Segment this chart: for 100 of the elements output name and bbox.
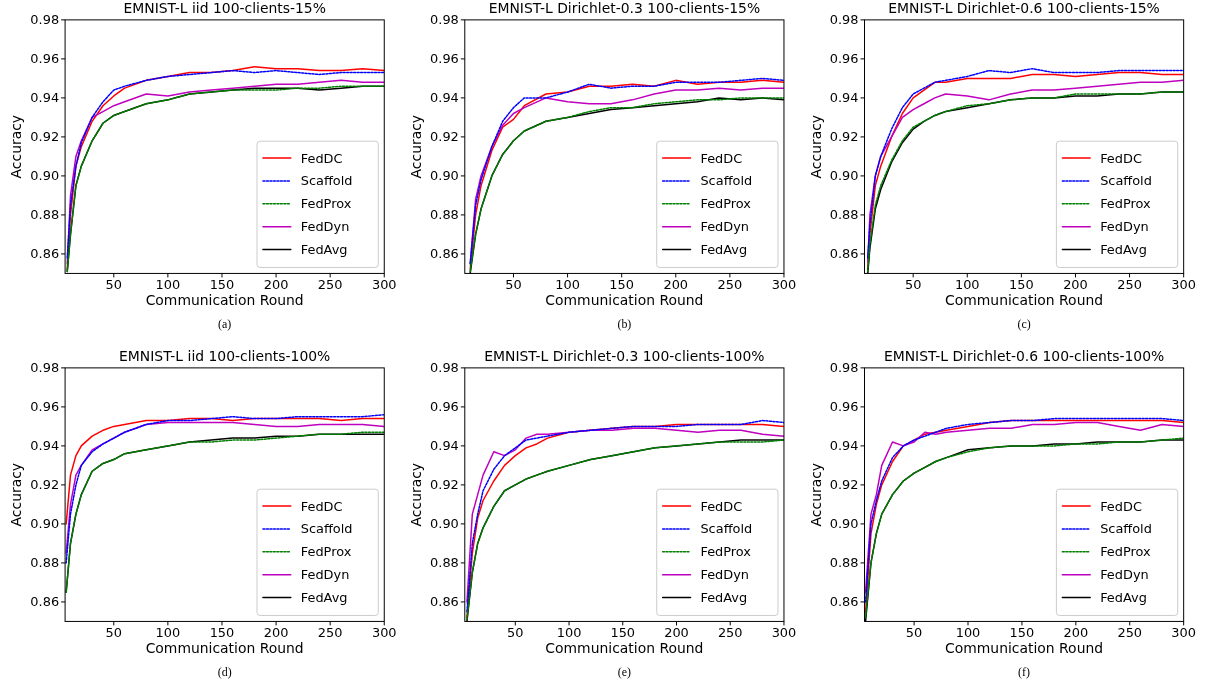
chart-title: EMNIST-L Dirichlet-0.3 100-clients-15% xyxy=(488,0,761,16)
x-axis-title: Communication Round xyxy=(945,640,1104,657)
y-tick-label: 0.94 xyxy=(430,438,459,454)
x-tick-label: 200 xyxy=(1063,625,1089,641)
y-tick-label: 0.86 xyxy=(430,246,459,262)
y-axis-title: Accuracy xyxy=(408,462,425,527)
legend-label: FedAvg xyxy=(1100,242,1147,258)
y-tick-label: 0.90 xyxy=(30,516,60,532)
y-tick-label: 0.86 xyxy=(829,594,859,610)
legend-label: FedAvg xyxy=(300,242,348,258)
legend-label: Scaffold xyxy=(700,173,753,189)
legend-label: FedProx xyxy=(1100,196,1152,212)
legend-label: FedDyn xyxy=(300,219,350,235)
x-tick-label: 250 xyxy=(717,625,743,641)
legend-label: FedDC xyxy=(1100,150,1142,166)
legend-label: FedDyn xyxy=(1100,219,1149,235)
x-tick-label: 150 xyxy=(609,277,634,293)
x-axis-title: Communication Round xyxy=(945,292,1104,309)
y-tick-label: 0.94 xyxy=(829,438,859,454)
x-tick-label: 300 xyxy=(371,277,397,293)
x-tick-label: 100 xyxy=(954,277,980,293)
y-tick-label: 0.98 xyxy=(829,12,859,28)
text: (c) xyxy=(1017,317,1031,332)
y-tick-label: 0.96 xyxy=(430,51,459,67)
y-tick-label: 0.88 xyxy=(30,207,60,223)
legend-label: FedDC xyxy=(1100,498,1142,514)
x-axis-title: Communication Round xyxy=(145,640,304,657)
legend-label: FedProx xyxy=(700,196,752,212)
y-tick-label: 0.88 xyxy=(829,555,859,571)
y-tick-label: 0.88 xyxy=(430,555,459,571)
x-tick-label: 50 xyxy=(505,277,522,293)
chart-title: EMNIST-L Dirichlet-0.6 100-clients-15% xyxy=(888,0,1160,16)
x-tick-label: 150 xyxy=(610,625,636,641)
x-tick-label: 250 xyxy=(1117,625,1143,641)
chart-title: EMNIST-L Dirichlet-0.6 100-clients-100% xyxy=(883,347,1165,364)
y-axis-title: Accuracy xyxy=(8,114,25,179)
x-tick-label: 200 xyxy=(663,277,689,293)
y-tick-label: 0.90 xyxy=(829,168,859,184)
y-tick-label: 0.86 xyxy=(30,594,60,610)
y-tick-label: 0.88 xyxy=(829,207,859,223)
y-tick-label: 0.90 xyxy=(829,516,859,532)
x-tick-label: 50 xyxy=(105,625,122,641)
legend-label: FedDC xyxy=(300,150,343,166)
x-tick-label: 250 xyxy=(317,625,343,641)
y-tick-label: 0.94 xyxy=(30,90,60,106)
y-tick-label: 0.94 xyxy=(829,90,859,106)
legend-label: FedDC xyxy=(300,498,343,514)
text: (b) xyxy=(617,317,632,332)
x-tick-label: 100 xyxy=(955,625,981,641)
y-tick-label: 0.96 xyxy=(30,51,60,67)
text: (a) xyxy=(218,317,232,332)
y-tick-label: 0.88 xyxy=(430,207,459,223)
y-tick-label: 0.96 xyxy=(829,399,859,415)
x-axis-title: Communication Round xyxy=(545,292,704,309)
x-tick-label: 300 xyxy=(1171,277,1196,293)
y-tick-label: 0.88 xyxy=(30,555,60,571)
x-tick-label: 300 xyxy=(771,625,797,641)
x-tick-label: 250 xyxy=(317,277,343,293)
x-tick-label: 250 xyxy=(1117,277,1142,293)
y-tick-label: 0.96 xyxy=(30,399,60,415)
x-tick-label: 50 xyxy=(905,625,923,641)
y-axis-title: Accuracy xyxy=(807,114,824,179)
y-tick-label: 0.96 xyxy=(829,51,859,67)
y-axis-title: Accuracy xyxy=(408,114,425,179)
legend-label: FedDyn xyxy=(1100,567,1149,583)
text: (d) xyxy=(217,665,232,680)
y-tick-label: 0.98 xyxy=(30,360,60,376)
legend-label: Scaffold xyxy=(1100,521,1152,537)
legend-label: FedAvg xyxy=(300,590,348,606)
y-tick-label: 0.98 xyxy=(829,360,859,376)
legend-label: Scaffold xyxy=(300,521,353,537)
legend-label: FedProx xyxy=(700,544,752,560)
x-tick-label: 200 xyxy=(263,625,289,641)
y-tick-label: 0.92 xyxy=(30,477,60,493)
y-axis-title: Accuracy xyxy=(807,462,824,527)
y-tick-label: 0.92 xyxy=(30,129,60,145)
legend-label: FedAvg xyxy=(1100,590,1147,606)
x-tick-label: 50 xyxy=(105,277,122,293)
legend-label: FedProx xyxy=(300,544,352,560)
y-tick-label: 0.94 xyxy=(30,438,60,454)
y-tick-label: 0.98 xyxy=(430,360,459,376)
legend-label: FedProx xyxy=(300,196,352,212)
y-tick-label: 0.86 xyxy=(30,246,60,262)
chart-title: EMNIST-L iid 100-clients-100% xyxy=(119,347,331,364)
y-tick-label: 0.90 xyxy=(430,168,459,184)
y-tick-label: 0.90 xyxy=(430,516,459,532)
x-tick-label: 250 xyxy=(717,277,743,293)
legend-label: Scaffold xyxy=(300,173,353,189)
x-tick-label: 300 xyxy=(1171,625,1196,641)
x-tick-label: 150 xyxy=(209,625,235,641)
x-tick-label: 100 xyxy=(556,625,582,641)
x-axis-title: Communication Round xyxy=(145,292,304,309)
chart-title: EMNIST-L Dirichlet-0.3 100-clients-100% xyxy=(484,347,765,364)
y-tick-label: 0.92 xyxy=(430,477,459,493)
legend-label: FedAvg xyxy=(700,590,748,606)
legend-label: Scaffold xyxy=(700,521,753,537)
legend-label: FedDyn xyxy=(300,567,350,583)
line-series xyxy=(65,417,385,525)
y-tick-label: 0.98 xyxy=(30,12,60,28)
x-tick-label: 200 xyxy=(263,277,289,293)
